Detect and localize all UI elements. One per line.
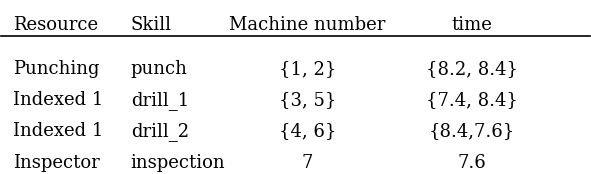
Text: drill_2: drill_2 — [131, 122, 189, 141]
Text: {7.4, 8.4}: {7.4, 8.4} — [426, 91, 518, 109]
Text: Indexed 1: Indexed 1 — [13, 91, 103, 109]
Text: time: time — [452, 15, 492, 34]
Text: {3, 5}: {3, 5} — [278, 91, 336, 109]
Text: Skill: Skill — [131, 15, 172, 34]
Text: Inspector: Inspector — [13, 154, 100, 172]
Text: {1, 2}: {1, 2} — [278, 60, 336, 78]
Text: Resource: Resource — [13, 15, 98, 34]
Text: Punching: Punching — [13, 60, 100, 78]
Text: 7.6: 7.6 — [457, 154, 486, 172]
Text: Machine number: Machine number — [229, 15, 385, 34]
Text: {4, 6}: {4, 6} — [278, 122, 336, 140]
Text: 7: 7 — [301, 154, 313, 172]
Text: {8.4,7.6}: {8.4,7.6} — [429, 122, 515, 140]
Text: Indexed 1: Indexed 1 — [13, 122, 103, 140]
Text: inspection: inspection — [131, 154, 225, 172]
Text: {8.2, 8.4}: {8.2, 8.4} — [426, 60, 518, 78]
Text: punch: punch — [131, 60, 188, 78]
Text: drill_1: drill_1 — [131, 91, 189, 110]
